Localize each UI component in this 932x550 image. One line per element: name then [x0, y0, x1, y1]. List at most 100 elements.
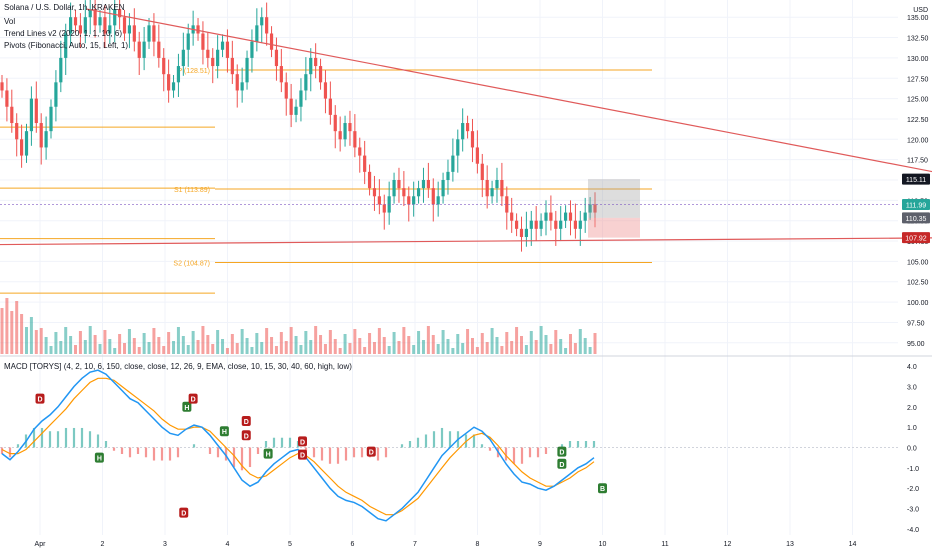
candle-body: [93, 9, 97, 26]
volume-bar: [559, 339, 563, 354]
candle-body: [220, 41, 225, 50]
volume-bar: [39, 328, 43, 354]
macd-legend[interactable]: MACD [TORYS] (4, 2, 10, 6, 150, close, c…: [4, 362, 352, 371]
candle-body: [426, 180, 430, 189]
candle-body: [470, 131, 475, 148]
volume-bars: [0, 298, 597, 354]
candle-body: [309, 57, 313, 75]
macd-signal-marker-label: D: [559, 450, 564, 457]
volume-bar: [10, 311, 14, 354]
price-badge: [902, 173, 930, 185]
pivot-label: S1 (113.89): [174, 187, 210, 194]
volume-bar: [319, 335, 323, 354]
macd-tick-label: -2.0: [907, 486, 919, 493]
candle-body: [436, 196, 440, 205]
volume-legend[interactable]: Vol: [4, 17, 16, 26]
macd-tick-label: 4.0: [907, 364, 917, 371]
volume-bar: [5, 298, 9, 354]
volume-bar: [583, 338, 587, 354]
time-tick-label: 9: [538, 541, 542, 548]
volume-bar: [196, 340, 200, 354]
candle-body: [167, 74, 171, 91]
volume-bar: [309, 340, 313, 354]
time-axis[interactable]: Apr 2 3 4 5 6 7 8 9 10 11 12 13 14: [35, 541, 857, 548]
volume-bar: [578, 329, 582, 354]
volume-bar: [162, 346, 166, 354]
volume-bar: [338, 348, 342, 354]
candle-body: [171, 82, 176, 91]
candle-body: [265, 17, 269, 34]
volume-bar: [118, 334, 122, 354]
macd-signal-marker-label: D: [191, 397, 196, 404]
symbol-legend[interactable]: Solana / U.S. Dollar, 1h, KRAKEN: [4, 3, 125, 12]
volume-bar: [245, 338, 249, 354]
volume-bar: [470, 338, 474, 354]
price-range-box[interactable]: [0, 179, 898, 238]
candle-body: [475, 147, 479, 164]
candle-body: [314, 57, 318, 67]
volume-bar: [549, 344, 553, 354]
candle-body: [382, 204, 386, 213]
volume-bar: [304, 331, 308, 354]
candle-body: [113, 9, 117, 26]
trend-line: [86, 8, 932, 173]
volume-bar: [206, 335, 210, 354]
candle-body: [54, 82, 58, 107]
candle-body: [559, 220, 563, 229]
candle-body: [554, 220, 558, 229]
trend-lines[interactable]: [0, 8, 932, 246]
candle-body: [157, 41, 161, 58]
macd-signal-marker: [366, 446, 376, 457]
candle-body: [392, 180, 396, 197]
volume-bar: [333, 339, 337, 354]
candlesticks[interactable]: [0, 0, 597, 252]
macd-signal-marker: [263, 448, 273, 459]
volume-bar: [593, 333, 597, 354]
macd-signal-marker-label: H: [184, 405, 189, 412]
candle-body: [15, 123, 19, 140]
volume-bar: [176, 327, 180, 354]
volume-bar: [78, 331, 82, 354]
price-badge-label: 115.11: [906, 177, 926, 184]
macd-signal-marker: [182, 401, 192, 412]
macd-tick-label: 1.0: [907, 425, 917, 432]
time-tick-label: 6: [351, 541, 355, 548]
macd-signal-marker-label: D: [300, 453, 305, 460]
candle-body: [88, 9, 92, 18]
macd-signal-marker-label: D: [300, 439, 305, 446]
time-tick-label: 11: [661, 541, 668, 548]
macd-signal-marker-label: H: [266, 452, 271, 459]
candle-body: [500, 180, 504, 197]
volume-bar: [270, 337, 274, 354]
pivots-legend[interactable]: Pivots (Fibonacci, Auto, 15, Left, 1): [4, 41, 129, 50]
volume-bar: [588, 347, 592, 354]
candle-body: [240, 82, 244, 91]
price-badge-label: 110.35: [906, 216, 927, 223]
volume-bar: [20, 314, 24, 354]
macd-tick-label: 0.0: [907, 446, 917, 453]
range-box-lower: [588, 217, 640, 238]
volume-bar: [534, 340, 538, 354]
volume-bar: [103, 330, 107, 354]
volume-bar: [186, 345, 190, 354]
trend-lines-legend[interactable]: Trend Lines v2 (2020, 1, 1, 10, 6): [4, 29, 122, 38]
volume-bar: [323, 344, 327, 354]
volume-bar: [363, 347, 367, 354]
volume-bar: [397, 341, 401, 354]
volume-bar: [181, 336, 185, 354]
candle-body: [510, 212, 514, 221]
candle-body: [176, 66, 181, 83]
candle-body: [255, 25, 259, 42]
candle-body: [132, 25, 136, 42]
candle-body: [142, 41, 146, 58]
time-tick-label: 8: [476, 541, 480, 548]
volume-bar: [69, 336, 73, 354]
candle-body: [412, 196, 416, 205]
candle-body: [216, 49, 220, 67]
candle-body: [446, 171, 450, 180]
candle-body: [539, 220, 543, 229]
time-tick-label: Apr: [35, 541, 47, 548]
